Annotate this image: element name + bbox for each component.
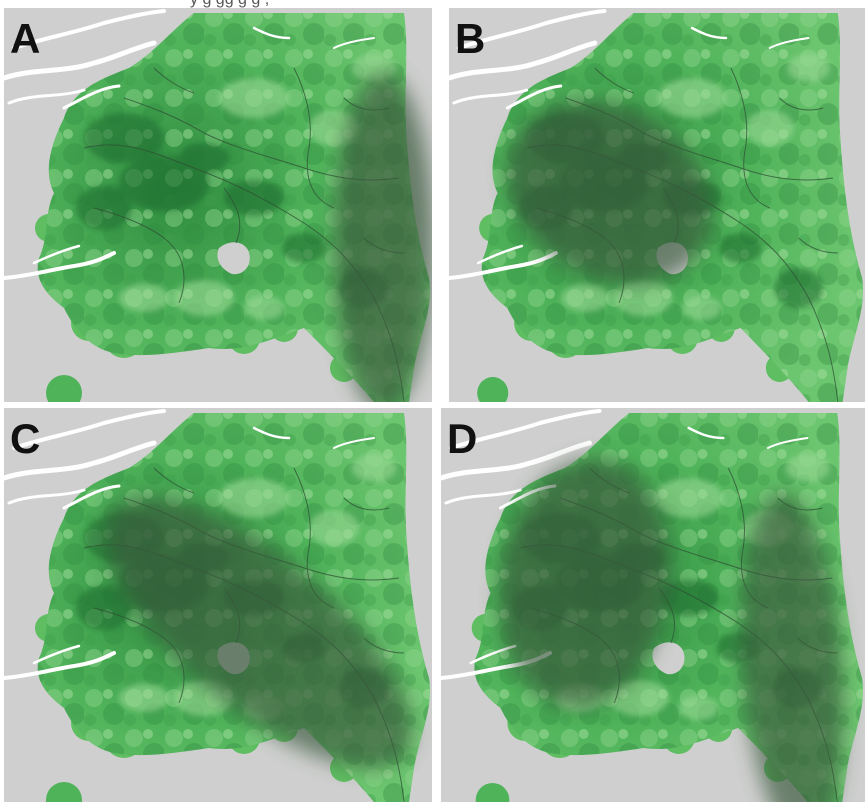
map-panel-b: B (449, 8, 865, 402)
overlay-region (507, 101, 712, 285)
map-panel-d: D (441, 408, 865, 802)
offshore-dot-icon (46, 375, 82, 402)
offshore-dot-icon (46, 782, 82, 802)
overlay-region (334, 73, 432, 402)
overlay-region-east (741, 493, 844, 802)
overlay-region-west (499, 458, 670, 708)
map-c (4, 408, 432, 802)
offshore-dot-icon (477, 377, 509, 402)
map-a (4, 8, 432, 402)
panel-label: B (455, 15, 486, 62)
panel-label: C (10, 415, 41, 462)
offshore-dot-icon (475, 783, 510, 802)
map-d (441, 408, 865, 802)
overlay-region (105, 498, 413, 768)
map-panel-a: A (4, 8, 432, 402)
caption-fragment: y g gg g g , (190, 0, 269, 9)
panel-label: A (10, 15, 41, 62)
map-panel-c: C (4, 408, 432, 802)
map-b (449, 8, 865, 402)
panel-label: D (447, 415, 478, 462)
